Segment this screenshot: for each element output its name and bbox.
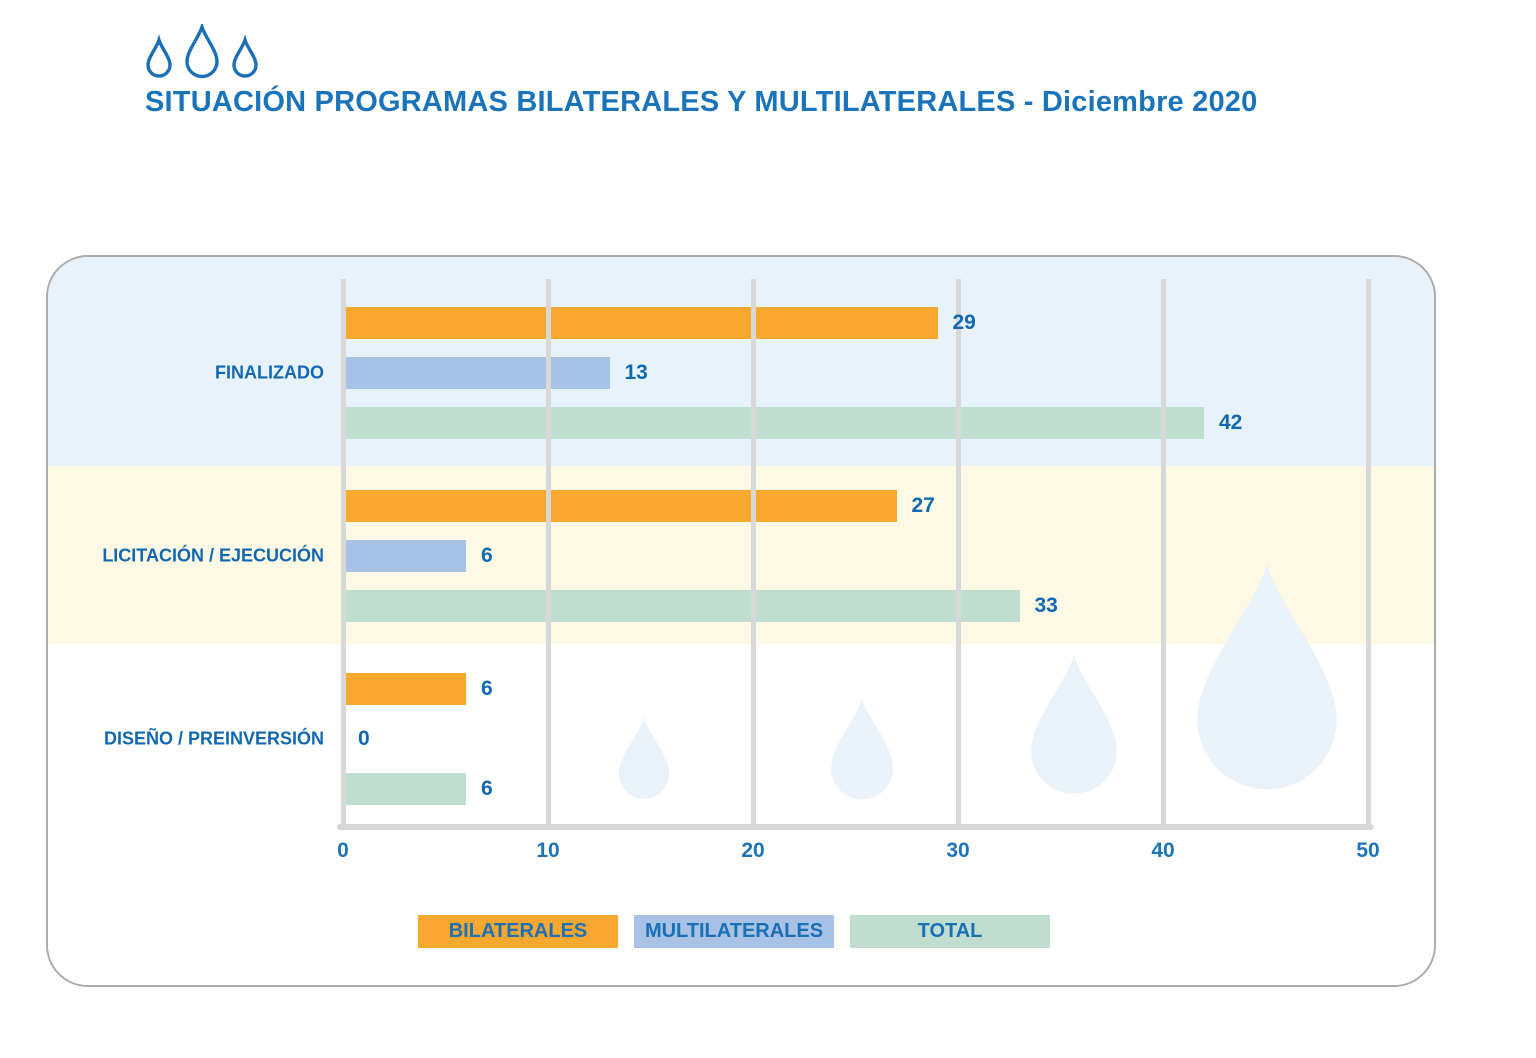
value-label: 0 <box>358 727 370 750</box>
chart-panel: FINALIZADO 29 13 42 LICITACIÓN / EJECUCIÓN 27… <box>46 255 1436 987</box>
x-axis-tick-label: 10 <box>536 839 560 862</box>
data-bar <box>343 773 466 805</box>
data-bar <box>343 540 466 572</box>
value-label: 6 <box>481 677 493 700</box>
value-label: 42 <box>1219 411 1243 434</box>
page-title: SITUACIÓN PROGRAMAS BILATERALES Y MULTIL… <box>145 86 1258 118</box>
water-drop-decoration-icon <box>1031 655 1117 794</box>
gridline <box>1160 279 1166 828</box>
water-drop-decoration-icon <box>618 717 670 799</box>
x-axis-tick-label: 30 <box>946 839 970 862</box>
water-drop-decoration-icon <box>830 698 894 800</box>
data-bar <box>343 490 897 522</box>
x-axis-line <box>337 824 1374 830</box>
gridline <box>750 279 756 828</box>
x-axis-tick-label: 20 <box>741 839 765 862</box>
legend-item-bilaterales: BILATERALES <box>418 915 618 948</box>
legend-label: MULTILATERALES <box>644 920 824 942</box>
legend-label: TOTAL <box>917 920 983 942</box>
value-label: 6 <box>481 544 493 567</box>
category-label: DISEÑO / PREINVERSIÓN <box>103 728 324 749</box>
value-label: 13 <box>624 361 648 384</box>
water-drops-logo-icon <box>146 24 258 79</box>
gridline <box>545 279 551 828</box>
x-axis-tick-label: 50 <box>1356 839 1380 862</box>
value-label: 29 <box>952 311 976 334</box>
gridline <box>1365 279 1371 828</box>
value-label: 33 <box>1034 594 1058 617</box>
legend-item-multilaterales: MULTILATERALES <box>634 915 834 948</box>
data-bar <box>343 673 466 705</box>
data-bar <box>343 357 610 389</box>
gridline <box>340 279 346 828</box>
data-bar <box>343 590 1020 622</box>
x-axis-tick-label: 0 <box>337 839 349 862</box>
category-label: FINALIZADO <box>215 362 324 383</box>
gridline <box>955 279 961 828</box>
category-label: LICITACIÓN / EJECUCIÓN <box>102 545 324 566</box>
legend-item-total: TOTAL <box>850 915 1050 948</box>
chart-legend: BILATERALES MULTILATERALES TOTAL <box>418 915 1050 948</box>
legend-label: BILATERALES <box>448 920 588 942</box>
x-axis-tick-label: 40 <box>1151 839 1175 862</box>
value-label: 27 <box>911 494 935 517</box>
data-bar <box>343 407 1204 439</box>
value-label: 6 <box>481 777 493 800</box>
data-bar <box>343 307 938 339</box>
water-drop-decoration-icon <box>1197 563 1337 790</box>
